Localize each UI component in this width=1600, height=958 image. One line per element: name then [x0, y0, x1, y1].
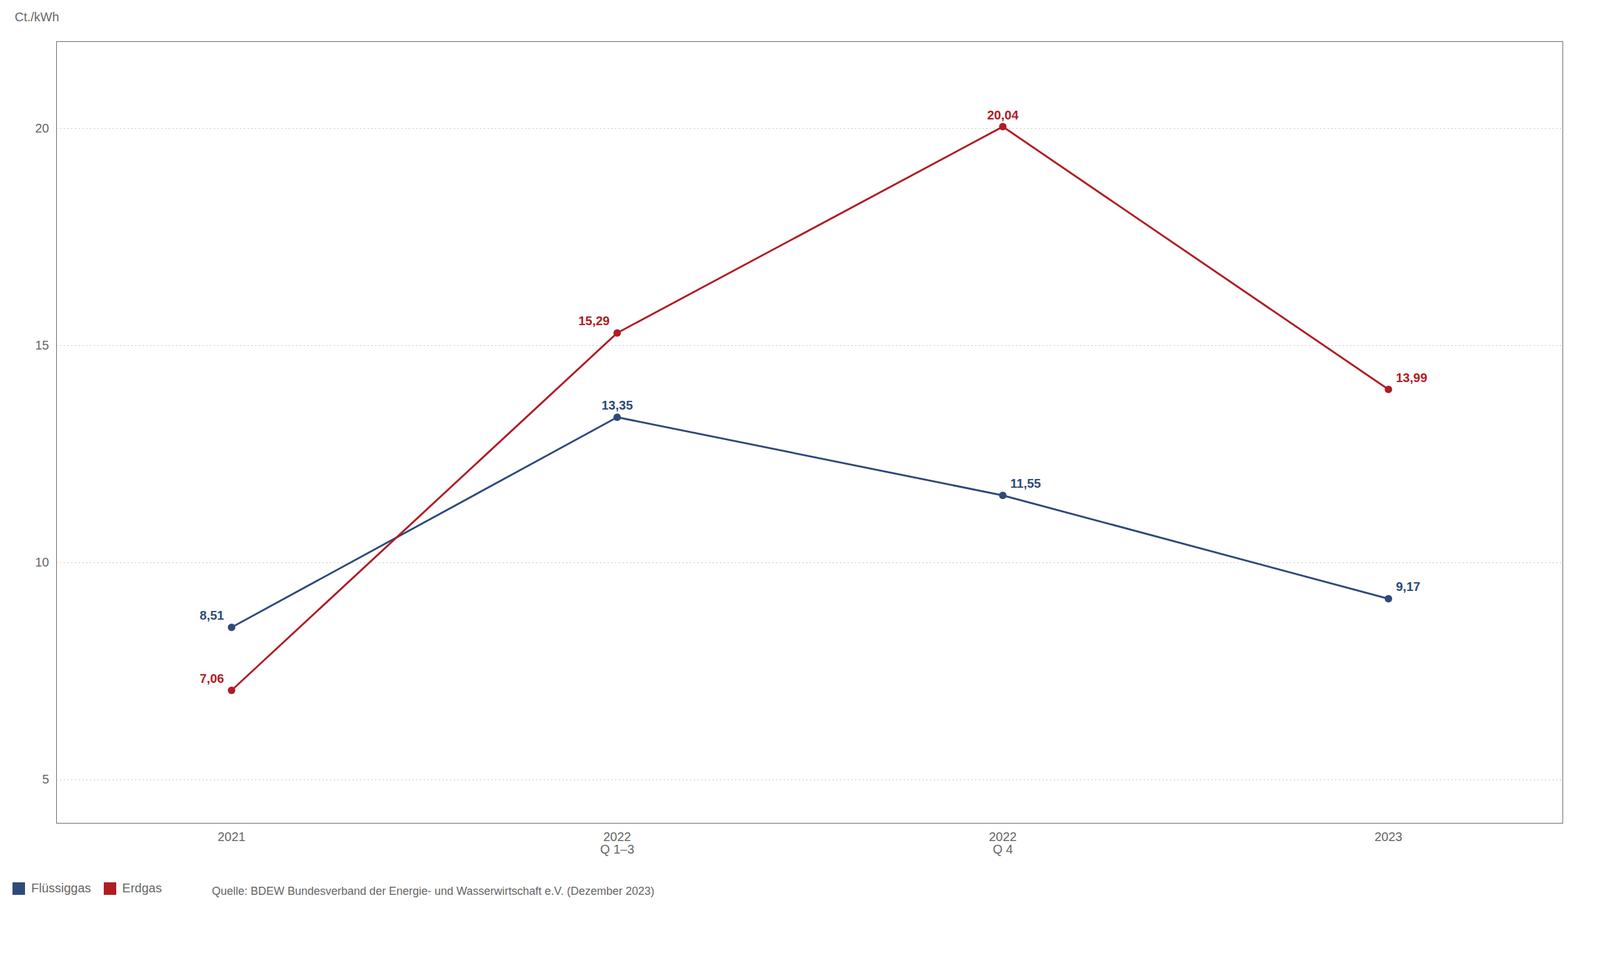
svg-text:13,99: 13,99	[1396, 370, 1428, 385]
svg-text:2022Q 1–3: 2022Q 1–3	[600, 829, 634, 856]
html-text:Quelle: BDEW Bundesverband der: Quelle: BDEW Bundesverband der Energie- …	[211, 884, 655, 897]
svg-text:10: 10	[35, 555, 49, 569]
svg-text:5: 5	[41, 771, 49, 786]
svg-text:15: 15	[35, 338, 49, 352]
html-text:Flüssiggas: Flüssiggas	[31, 880, 91, 895]
svg-text:13,35: 13,35	[601, 398, 633, 412]
svg-text:2023: 2023	[1374, 829, 1403, 844]
svg-text:20,04: 20,04	[986, 108, 1019, 122]
svg-text:Ct./kWh: Ct./kWh	[15, 10, 60, 24]
svg-text:2021: 2021	[217, 829, 246, 844]
svg-text:8,51: 8,51	[200, 608, 225, 622]
svg-text:2022Q 4: 2022Q 4	[988, 829, 1017, 856]
html-text:Erdgas: Erdgas	[122, 880, 162, 895]
svg-text:9,17: 9,17	[1396, 579, 1421, 594]
svg-text:20: 20	[35, 121, 49, 135]
svg-text:7,06: 7,06	[200, 671, 225, 685]
svg-text:15,29: 15,29	[578, 313, 610, 328]
svg-text:11,55: 11,55	[1010, 476, 1042, 490]
